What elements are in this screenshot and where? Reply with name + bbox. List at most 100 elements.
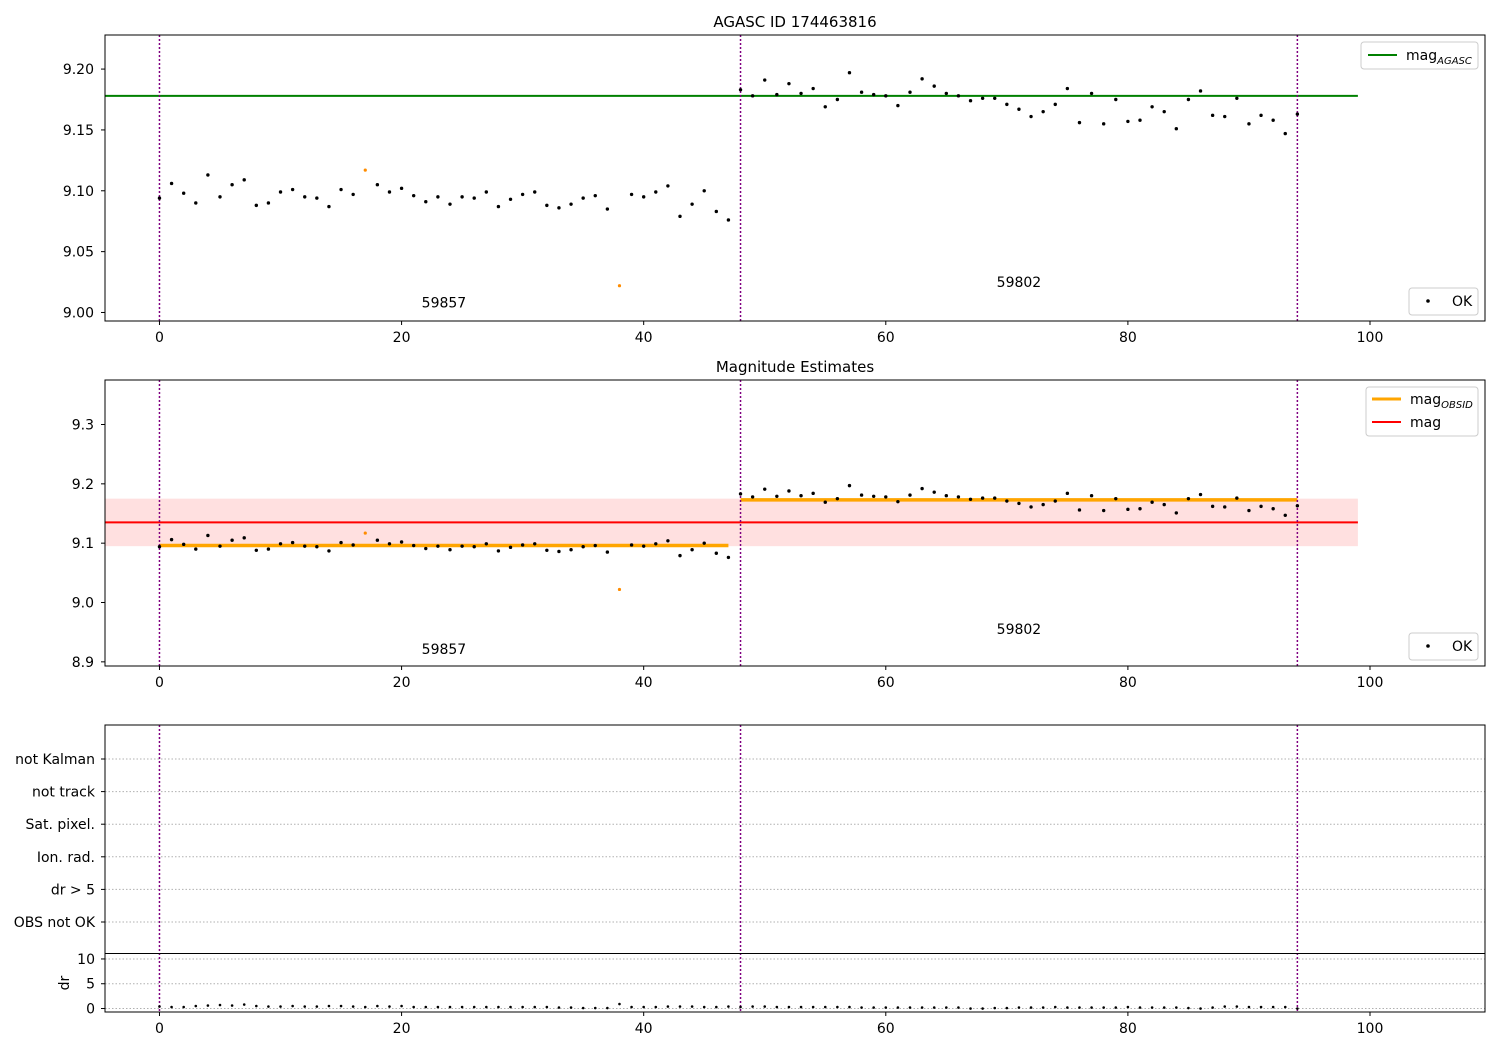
mag-point <box>351 543 355 547</box>
mag-point <box>956 495 961 499</box>
dr-point <box>654 1005 658 1009</box>
mag-point <box>920 486 924 491</box>
mag-point <box>1283 513 1287 517</box>
obsid-label: 59802 <box>997 622 1042 638</box>
mag-point <box>399 540 404 544</box>
mag-point <box>411 543 416 548</box>
dr-point <box>1162 1006 1166 1009</box>
dr-tick-label: 5 <box>86 977 95 993</box>
mag-point <box>750 94 755 98</box>
mag-point <box>520 543 525 547</box>
dr-point <box>497 1005 500 1009</box>
mag-point <box>545 548 549 552</box>
mag-point <box>1247 122 1251 126</box>
mag-point <box>1053 102 1057 107</box>
mag-point <box>181 191 186 195</box>
y-tick-label: 9.00 <box>63 305 94 321</box>
mag-point <box>811 491 815 496</box>
mag-point <box>290 187 295 192</box>
mag-point <box>920 77 924 81</box>
dr-point <box>485 1005 488 1009</box>
mag-point <box>508 545 513 550</box>
mag-point <box>303 544 307 548</box>
x-tick-label: 40 <box>635 330 653 346</box>
dr-point <box>957 1006 960 1009</box>
mag-point <box>1029 114 1033 119</box>
dr-point <box>775 1005 779 1009</box>
dr-point <box>218 1003 222 1007</box>
mag-point <box>629 543 634 547</box>
dr-point <box>424 1005 428 1009</box>
dr-point <box>1102 1006 1105 1009</box>
mag-point <box>1138 507 1142 511</box>
mag-point <box>980 496 985 500</box>
mag-point <box>738 88 743 92</box>
flag-label: Sat. pixel. <box>26 817 95 833</box>
mag-point <box>411 193 416 198</box>
mag-point <box>533 190 537 194</box>
mag-point <box>1065 86 1070 91</box>
mag-point <box>581 196 585 200</box>
flag-label: Ion. rad. <box>37 850 95 866</box>
mag-point <box>218 195 222 199</box>
mag-point <box>1295 504 1300 508</box>
magnitude-ok-legend-marker <box>1426 644 1430 648</box>
obsid-label: 59857 <box>422 642 467 658</box>
dr-point <box>339 1004 343 1008</box>
mag-point <box>968 497 973 501</box>
mag-point <box>956 94 961 98</box>
dr-point <box>981 1007 984 1010</box>
mag-point <box>666 184 670 188</box>
mag-point <box>1005 102 1009 107</box>
mag-point <box>884 495 888 499</box>
dr-point <box>1187 1006 1190 1010</box>
flag-label: not track <box>32 785 96 801</box>
obsid-label: 59802 <box>997 275 1042 291</box>
dr-point <box>739 1005 742 1009</box>
mag-point <box>993 96 997 100</box>
dr-point <box>872 1006 875 1009</box>
mag-point <box>944 91 949 96</box>
dr-point <box>727 1005 730 1008</box>
mag-point <box>678 214 682 219</box>
dr-point <box>799 1005 803 1009</box>
mag-point <box>847 483 852 488</box>
dr-point <box>1053 1005 1057 1009</box>
magnitude-panel: Magnitude Estimates 59857 59802 8.9 9.0 9.1… <box>72 358 1486 691</box>
mag-point <box>738 492 743 496</box>
dr-point <box>206 1004 210 1007</box>
mag-point <box>593 543 597 548</box>
mag-point <box>363 531 367 535</box>
y-tick-label: 9.20 <box>63 62 94 78</box>
mag-point <box>327 204 331 209</box>
mag-point <box>605 207 610 211</box>
dr-point <box>690 1005 694 1008</box>
dr-point <box>1235 1005 1239 1008</box>
mag-point <box>424 200 428 204</box>
dr-point <box>751 1005 754 1008</box>
mag-point <box>1126 507 1130 512</box>
dr-point <box>255 1004 258 1008</box>
agasc-legend: magAGASC <box>1360 41 1479 70</box>
x-tick-label: 0 <box>155 1021 164 1037</box>
flags-panel-frame <box>104 724 1486 1013</box>
dr-point <box>606 1006 609 1010</box>
mag-point <box>1186 97 1191 102</box>
mag-point <box>472 196 476 200</box>
obsid-legend-label: mag <box>1410 392 1441 408</box>
dr-point <box>1150 1006 1154 1009</box>
dr-point <box>230 1004 234 1007</box>
mag-point <box>520 192 525 197</box>
x-tick-label: 20 <box>393 330 411 346</box>
dr-point <box>303 1005 307 1008</box>
mag-point <box>230 538 234 542</box>
mag-point <box>508 197 513 201</box>
dr-point <box>1090 1006 1093 1009</box>
mag-point <box>944 494 949 498</box>
x-tick-label: 60 <box>877 330 895 346</box>
mag-point <box>654 190 658 194</box>
dr-point <box>763 1005 767 1008</box>
mag-point <box>181 542 186 547</box>
mag-point <box>1174 511 1179 515</box>
